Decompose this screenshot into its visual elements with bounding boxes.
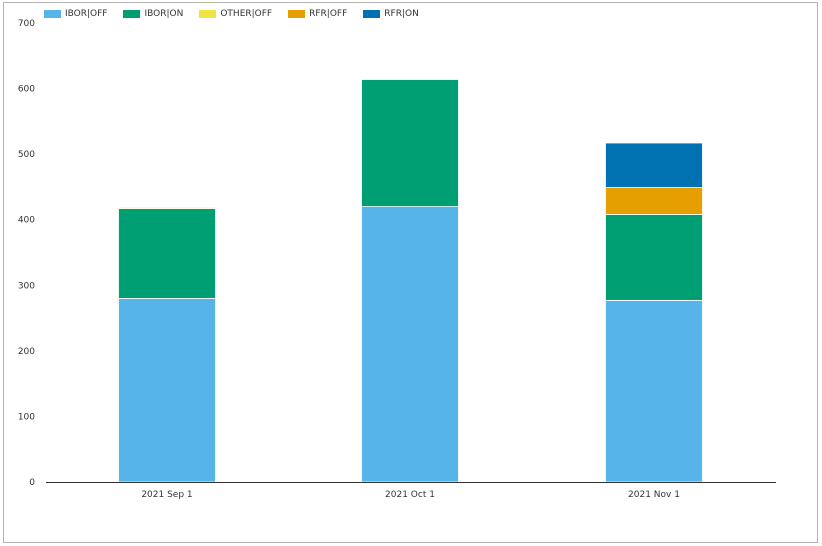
bar-segment-rfr-off-1[interactable] [118,206,216,208]
bar-segment-rfr-on-3[interactable] [605,142,703,188]
legend-item-rfr-off[interactable]: RFR|OFF [288,9,347,19]
bar-segment-ibor-off-2[interactable] [361,206,459,483]
legend-swatch-ibor-on [123,10,141,18]
legend-item-ibor-off[interactable]: IBOR|OFF [44,9,107,19]
y-tick-label: 200 [18,347,35,357]
legend-label-rfr-on: RFR|ON [384,9,419,19]
x-tick-label: 2021 Nov 1 [628,490,680,500]
x-tick-label: 2021 Oct 1 [385,490,435,500]
legend-swatch-rfr-off [288,10,306,18]
bar-segment-ibor-on-1[interactable] [118,208,216,299]
legend-label-ibor-on: IBOR|ON [144,9,184,19]
legend-label-ibor-off: IBOR|OFF [65,9,108,19]
bar-segment-ibor-on-2[interactable] [361,78,459,207]
legend-swatch-ibor-off [44,10,61,18]
legend-label-other-off: OTHER|OFF [220,9,273,19]
bar-segment-ibor-off-1[interactable] [118,297,216,483]
y-tick-label: 0 [29,478,35,488]
legend-item-other-off[interactable]: OTHER|OFF [199,9,272,19]
bar-segment-ibor-off-3[interactable] [605,299,703,483]
y-tick-label: 400 [18,216,35,226]
bar-segment-rfr-off-3[interactable] [605,187,703,215]
y-tick-label: 500 [18,150,35,160]
bar-segment-ibor-on-3[interactable] [605,214,703,301]
y-tick-label: 700 [18,19,35,29]
y-tick-label: 100 [18,412,35,422]
legend: IBOR|OFF IBOR|ON OTHER|OFF RFR|OFF RFR|O… [44,9,435,19]
legend-item-ibor-on[interactable]: IBOR|ON [123,9,183,19]
legend-swatch-rfr-on [363,10,381,18]
y-tick-label: 300 [18,281,35,291]
legend-item-rfr-on[interactable]: RFR|ON [363,9,419,19]
bar-segment-rfr-off-2[interactable] [361,77,459,80]
y-tick-label: 600 [18,85,35,95]
x-tick-label: 2021 Sep 1 [141,490,192,500]
legend-swatch-other-off [199,10,217,18]
legend-label-rfr-off: RFR|OFF [309,9,348,19]
